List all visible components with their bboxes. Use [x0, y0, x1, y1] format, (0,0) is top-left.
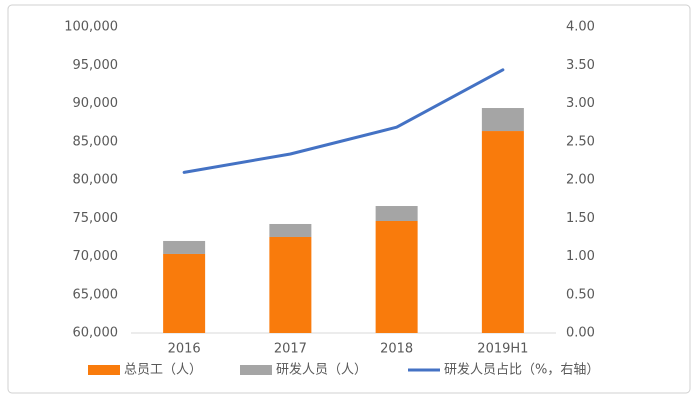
- x-tick-label: 2017: [274, 342, 307, 357]
- y2-tick-label: 2.00: [566, 173, 595, 188]
- y-tick-label: 70,000: [73, 249, 119, 264]
- bar: [375, 206, 418, 222]
- bar: [163, 253, 206, 333]
- y2-tick-label: 0.00: [566, 326, 595, 341]
- y2-tick-label: 0.50: [566, 287, 595, 302]
- x-tick-label: 2018: [380, 342, 413, 357]
- y-tick-label: 65,000: [73, 287, 119, 302]
- x-tick-label: 2019H1: [477, 342, 528, 357]
- y-tick-label: 85,000: [73, 134, 119, 149]
- y-tick-label: 100,000: [64, 20, 118, 35]
- y-tick-label: 90,000: [73, 96, 119, 111]
- legend-swatch: [240, 365, 272, 375]
- y-tick-label: 75,000: [73, 211, 119, 226]
- y2-tick-label: 4.00: [566, 20, 595, 35]
- legend-swatch: [88, 365, 120, 375]
- y2-tick-label: 3.00: [566, 96, 595, 111]
- y-tick-label: 80,000: [73, 173, 119, 188]
- legend-label: 研发人员占比（%，右轴）: [444, 362, 599, 378]
- bar: [163, 240, 206, 254]
- line: [182, 68, 505, 174]
- bar: [481, 131, 524, 333]
- bar: [269, 223, 312, 237]
- x-tick-label: 2016: [168, 342, 201, 357]
- y2-tick-label: 3.50: [566, 58, 595, 73]
- legend-label: 研发人员（人）: [276, 362, 367, 378]
- bar: [375, 221, 418, 333]
- bar: [481, 108, 524, 132]
- y-tick-label: 60,000: [73, 326, 119, 341]
- y-tick-label: 95,000: [73, 58, 119, 73]
- legend-label: 总员工（人）: [124, 363, 202, 378]
- y2-tick-label: 1.00: [566, 249, 595, 264]
- bar: [269, 236, 312, 333]
- y2-tick-label: 1.50: [566, 211, 595, 226]
- y2-tick-label: 2.50: [566, 134, 595, 149]
